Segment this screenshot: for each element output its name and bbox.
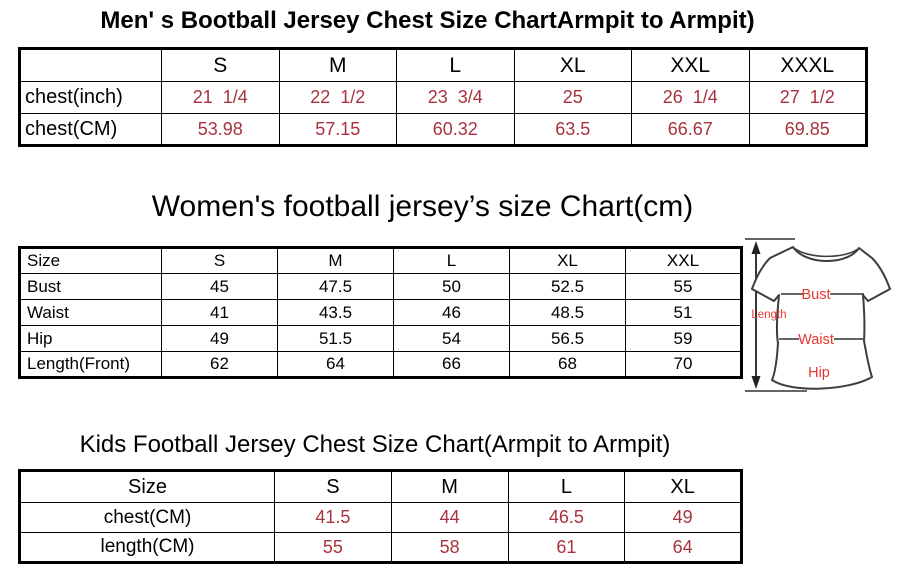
- table-row-bust: Bust 45 47.5 50 52.5 55: [19, 273, 742, 300]
- size-value: 53.98: [161, 113, 280, 146]
- row-label: chest(CM): [19, 113, 162, 146]
- size-value: 63.5: [513, 113, 632, 146]
- size-value: 52.5: [509, 273, 626, 300]
- column-header-l: L: [393, 247, 510, 274]
- size-value: 68: [509, 351, 626, 378]
- size-value: 49: [161, 325, 278, 352]
- row-label: length(CM): [19, 532, 275, 563]
- length-arrow: [751, 241, 761, 389]
- size-value: 62: [161, 351, 278, 378]
- table-row-chest-cm: chest(CM) 41.5 44 46.5 49: [19, 502, 742, 533]
- size-value: 58: [390, 532, 509, 563]
- size-value: 54: [393, 325, 510, 352]
- men-chart-title: Men' s Bootball Jersey Chest Size ChartA…: [100, 7, 755, 34]
- column-header-xxl: XXL: [625, 247, 742, 274]
- size-value: 56.5: [509, 325, 626, 352]
- column-header-l: L: [396, 48, 515, 82]
- kids-size-table: Size S M L XL chest(CM) 41.5 44 46.5 49 …: [18, 469, 743, 564]
- size-value: 70: [625, 351, 742, 378]
- row-label: chest(inch): [19, 81, 162, 114]
- size-value: 66: [393, 351, 510, 378]
- size-value: 21 1/4: [161, 81, 280, 114]
- size-value: 46.5: [507, 502, 626, 533]
- size-value: 64: [277, 351, 394, 378]
- table-row-length-cm: length(CM) 55 58 61 64: [19, 532, 742, 563]
- table-row-hip: Hip 49 51.5 54 56.5 59: [19, 325, 742, 352]
- collar-inner-arc: [793, 247, 859, 258]
- size-value: 55: [274, 532, 392, 563]
- waist-label: Waist: [798, 332, 834, 348]
- length-label: Length: [751, 309, 786, 321]
- size-value: 23 3/4: [396, 81, 515, 114]
- size-value: 60.32: [396, 113, 515, 146]
- column-header: [19, 48, 162, 82]
- column-header-xl: XL: [513, 48, 632, 82]
- size-value: 25: [513, 81, 632, 114]
- column-header-s: S: [161, 247, 278, 274]
- row-label: chest(CM): [19, 502, 275, 533]
- size-value: 49: [624, 502, 742, 533]
- column-header-l: L: [507, 470, 626, 503]
- table-row-chest-cm: chest(CM) 53.98 57.15 60.32 63.5 66.67 6…: [19, 113, 867, 146]
- size-value: 44: [390, 502, 509, 533]
- column-header-s: S: [161, 48, 280, 82]
- table-row-chest-inch: chest(inch) 21 1/4 22 1/2 23 3/4 25 26 1…: [19, 81, 867, 114]
- size-value: 48.5: [509, 299, 626, 326]
- size-value: 66.67: [631, 113, 750, 146]
- column-header-s: S: [274, 470, 392, 503]
- column-header-xl: XL: [624, 470, 742, 503]
- size-value: 51.5: [277, 325, 394, 352]
- table-row-waist: Waist 41 43.5 46 48.5 51: [19, 299, 742, 326]
- men-header-row: S M L XL XXL XXXL: [19, 48, 867, 82]
- tshirt-measurement-diagram: Length Bust Waist Hip: [745, 238, 891, 392]
- size-value: 22 1/2: [278, 81, 397, 114]
- row-label: Waist: [19, 299, 162, 326]
- size-value: 57.15: [278, 113, 397, 146]
- size-value: 61: [507, 532, 626, 563]
- column-header-m: M: [278, 48, 397, 82]
- size-value: 69.85: [748, 113, 867, 146]
- bust-label: Bust: [801, 287, 830, 303]
- size-value: 46: [393, 299, 510, 326]
- women-chart-title: Women's football jersey’s size Chart(cm): [151, 190, 694, 223]
- row-label: Length(Front): [19, 351, 162, 378]
- size-value: 27 1/2: [748, 81, 867, 114]
- size-value: 55: [625, 273, 742, 300]
- row-label: Hip: [19, 325, 162, 352]
- size-value: 50: [393, 273, 510, 300]
- women-header-row: Size S M L XL XXL: [19, 247, 742, 274]
- size-value: 51: [625, 299, 742, 326]
- size-value: 45: [161, 273, 278, 300]
- column-header-size: Size: [19, 470, 275, 503]
- kids-chart-title: Kids Football Jersey Chest Size Chart(Ar…: [79, 431, 671, 458]
- size-value: 41.5: [274, 502, 392, 533]
- column-header-m: M: [390, 470, 509, 503]
- size-value: 59: [625, 325, 742, 352]
- women-size-table: Size S M L XL XXL Bust 45 47.5 50 52.5 5…: [18, 246, 743, 379]
- size-value: 41: [161, 299, 278, 326]
- column-header-xl: XL: [509, 247, 626, 274]
- size-value: 64: [624, 532, 742, 563]
- tshirt-outline: [751, 246, 891, 390]
- size-value: 43.5: [277, 299, 394, 326]
- column-header-size: Size: [19, 247, 162, 274]
- hip-label: Hip: [808, 365, 830, 381]
- kids-header-row: Size S M L XL: [19, 470, 742, 503]
- column-header-m: M: [277, 247, 394, 274]
- column-header-xxxl: XXXL: [748, 48, 867, 82]
- table-row-length-front: Length(Front) 62 64 66 68 70: [19, 351, 742, 378]
- size-value: 47.5: [277, 273, 394, 300]
- size-value: 26 1/4: [631, 81, 750, 114]
- men-size-table: S M L XL XXL XXXL chest(inch) 21 1/4 22 …: [18, 47, 868, 147]
- column-header-xxl: XXL: [631, 48, 750, 82]
- row-label: Bust: [19, 273, 162, 300]
